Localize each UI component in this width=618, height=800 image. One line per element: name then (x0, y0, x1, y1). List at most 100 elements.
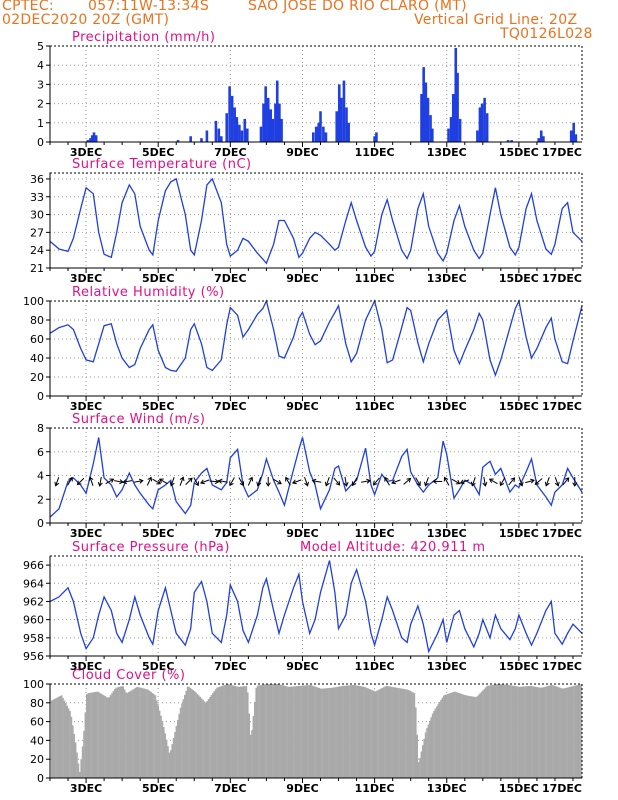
cloud-column (188, 686, 190, 778)
cloud-column (445, 694, 448, 778)
cloud-column (469, 696, 472, 778)
cloud-column (324, 688, 326, 778)
wind-arrow (545, 477, 550, 486)
precip-bar (311, 132, 315, 142)
cloud-column (230, 684, 232, 778)
cloud-column (381, 687, 383, 778)
cloud-column (409, 690, 411, 778)
y-tick-label: 36 (30, 173, 44, 186)
cloud-column (357, 685, 360, 778)
cloud-column (545, 686, 547, 778)
precip-bar (375, 132, 378, 142)
x-tick-label: 17DEC (542, 400, 582, 413)
cloud-column (249, 734, 252, 778)
precip-bar (574, 134, 578, 142)
cloud-column (87, 693, 89, 778)
wind-arrow (312, 480, 322, 483)
cloud-column (331, 687, 333, 778)
precip-bar (314, 126, 318, 142)
cloud-column (53, 698, 56, 778)
x-tick-label: 15DEC (499, 660, 539, 673)
x-tick-label: 5DEC (142, 782, 174, 795)
panel-frame (49, 300, 583, 397)
cloud-column (312, 686, 315, 778)
wind-arrow (562, 477, 570, 486)
cloud-column (392, 687, 395, 778)
series-line (49, 177, 583, 265)
x-tick-label: 13DEC (427, 146, 467, 159)
cloud-column (181, 703, 183, 778)
cloud-column (165, 739, 168, 778)
precip-bar (89, 138, 92, 142)
cloud-column (401, 688, 403, 778)
cloud-column (195, 692, 197, 778)
cloud-column (475, 697, 477, 778)
cloud-column (490, 685, 493, 778)
cloud-column (189, 687, 192, 778)
cloud-column (333, 687, 336, 778)
y-tick-label: 60 (30, 333, 44, 346)
cloud-column (301, 685, 304, 778)
y-tick-label: 8 (37, 422, 44, 435)
cloud-column (387, 686, 389, 778)
x-tick-label: 13DEC (427, 400, 467, 413)
wind-arrow (247, 477, 253, 486)
cloud-column (143, 688, 145, 778)
header-run: 02DEC2020 20Z (GMT) (2, 12, 170, 28)
cloud-column (283, 685, 285, 778)
panel-title: Relative Humidity (%) (72, 285, 225, 300)
cloud-column (100, 693, 102, 778)
precip-bar (337, 84, 341, 142)
cloud-column (457, 692, 459, 778)
cloud-column (244, 686, 246, 778)
cloud-column (560, 688, 563, 778)
wind-arrow (415, 477, 421, 486)
cloud-column (191, 688, 193, 778)
cloud-column (121, 686, 123, 778)
cloud-column (578, 684, 581, 778)
precip-bar (269, 109, 273, 142)
cloud-column (419, 757, 421, 778)
panel-title: Surface Wind (m/s) (72, 412, 205, 427)
y-tick-label: 956 (23, 650, 44, 663)
cloud-column (332, 687, 334, 778)
cloud-column (273, 684, 276, 778)
cloud-column (212, 693, 214, 778)
wind-arrow-head (285, 476, 290, 482)
header-location: SAO JOSE DO RIO CLARO (MT) (248, 0, 467, 14)
cloud-column (542, 687, 544, 778)
wind-arrow (518, 477, 523, 486)
cloud-column (261, 684, 263, 778)
x-tick-label: 9DEC (286, 527, 318, 540)
wind-arrow (133, 480, 143, 483)
cloud-column (284, 685, 287, 778)
cloud-column (567, 687, 570, 778)
cloud-column (254, 701, 256, 778)
precip-bar (429, 115, 432, 142)
wind-arrow-head (518, 481, 524, 487)
precip-bar (478, 107, 482, 142)
precip-bar (238, 124, 241, 142)
x-tick-label: 5DEC (142, 272, 174, 285)
series-line (49, 437, 583, 518)
cloud-column (304, 685, 306, 778)
precip-bar (214, 120, 218, 142)
precip-bar (319, 111, 322, 142)
x-tick-label: 15DEC (499, 146, 539, 159)
cloud-column (109, 695, 112, 778)
x-tick-label: 7DEC (214, 146, 246, 159)
cloud-column (566, 687, 568, 778)
cloud-column (573, 685, 575, 778)
cloud-column (118, 686, 120, 778)
wind-arrow (55, 477, 60, 486)
cloud-column (478, 694, 480, 778)
y-tick-label: 33 (30, 191, 44, 204)
cloud-column (434, 708, 437, 778)
wind-arrow-head (459, 479, 465, 485)
cloud-column (395, 687, 397, 778)
wind-arrow (534, 478, 543, 485)
cloud-column (444, 694, 446, 778)
wind-arrow (499, 477, 506, 486)
precip-bar (94, 135, 98, 142)
cloud-column (534, 686, 536, 778)
